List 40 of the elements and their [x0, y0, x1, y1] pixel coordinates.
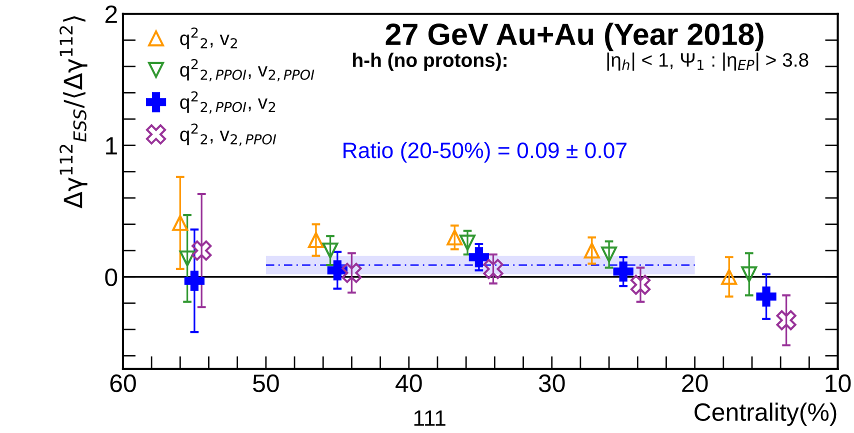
point	[192, 240, 212, 261]
point	[446, 229, 463, 246]
x-tick-label: 40	[396, 374, 422, 392]
x-tick-label: 30	[538, 374, 565, 392]
point	[172, 214, 188, 231]
point	[468, 247, 490, 268]
point	[741, 266, 758, 282]
legend-label: q$^{2}$$_{2}$, v$_{2}$	[180, 27, 237, 50]
y-axis-title: Δγ$^{112}$$_{ESS}$/⟨Δγ$^{112}$⟩	[60, 16, 88, 208]
x-tick-label: 60	[110, 374, 136, 392]
x-tick-label: 50	[253, 374, 279, 392]
x-tick-label: 20	[682, 374, 708, 392]
point	[601, 246, 618, 262]
point	[776, 310, 796, 330]
point	[756, 286, 776, 307]
y-tick-label: 1	[106, 137, 117, 154]
y-tick-label: 2	[105, 5, 117, 23]
annotation: Ratio (20-50%) = 0.09 ± 0.07	[344, 142, 626, 163]
point	[483, 258, 504, 280]
point	[184, 270, 205, 291]
legend-label: q$^{2}$$_{2,PPOI}$, v$_{2}$	[180, 91, 276, 114]
legend-label: q$^{2}$$_{2}$, v$_{2,PPOI}$	[180, 124, 276, 146]
annotation: |η$_{h}$| < 1, Ψ$_{1}$ : |η$_{EP}$| > 3.8	[607, 52, 808, 71]
x-axis-title: Centrality(%)	[694, 402, 836, 426]
point	[179, 250, 196, 266]
point	[613, 262, 634, 282]
point	[327, 260, 348, 280]
x-tick-label: 10	[826, 374, 851, 392]
point	[322, 242, 338, 259]
legend-label: q$^{2}$$_{2,PPOI}$, v$_{2,PPOI}$	[180, 58, 314, 82]
chart-title: 27 GeV Au+Au (Year 2018)	[386, 22, 764, 52]
point	[460, 234, 476, 251]
y-tick-label: 0	[105, 268, 118, 286]
point	[630, 274, 651, 295]
point	[342, 262, 362, 283]
text: 111	[414, 410, 446, 426]
point	[584, 242, 600, 259]
point	[308, 232, 324, 248]
text: h-h (no protons):	[353, 52, 506, 71]
point	[721, 268, 738, 285]
